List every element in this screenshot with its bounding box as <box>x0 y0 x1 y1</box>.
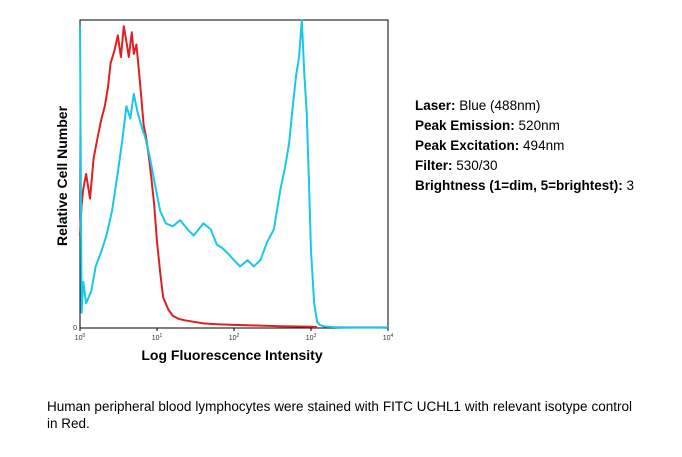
emission-label: Peak Emission: <box>415 118 515 133</box>
x-tick-label-2: 102 <box>229 333 240 342</box>
series-line-1 <box>79 19 388 329</box>
laser-label: Laser: <box>415 98 456 113</box>
excitation-value: 494nm <box>519 138 565 153</box>
y-tick-0: 0 <box>73 325 77 332</box>
x-tick-label-1: 101 <box>152 333 163 342</box>
brightness-value: 3 <box>622 178 635 193</box>
filter-value: 530/30 <box>452 158 498 173</box>
x-axis-label: Log Fluorescence Intensity <box>141 347 322 363</box>
tick-layer: 100 101 102 103 104 <box>75 328 394 342</box>
x-tick-label-4: 104 <box>383 333 394 342</box>
brightness-label: Brightness (1=dim, 5=brightest): <box>415 178 623 193</box>
excitation-label: Peak Excitation: <box>415 138 520 153</box>
x-tick-label-3: 103 <box>306 333 317 342</box>
laser-value: Blue (488nm) <box>455 98 541 113</box>
histogram-chart: 100 101 102 103 104 Relative Cell Number Log… <box>54 19 394 363</box>
series-line-0 <box>79 25 318 329</box>
fluorochrome-info: Laser: Blue (488nm) Peak Emission: 520nm… <box>415 96 634 196</box>
filter-label: Filter: <box>415 158 453 173</box>
emission-row: Peak Emission: 520nm <box>415 116 634 136</box>
y-axis-label: Relative Cell Number <box>54 105 70 246</box>
x-tick-label-0: 100 <box>75 333 86 342</box>
series-layer <box>79 19 388 329</box>
laser-row: Laser: Blue (488nm) <box>415 96 634 116</box>
filter-row: Filter: 530/30 <box>415 156 634 176</box>
excitation-row: Peak Excitation: 494nm <box>415 136 634 156</box>
figure-caption: Human peripheral blood lymphocytes were … <box>47 399 632 431</box>
plot-frame <box>79 19 389 329</box>
brightness-row: Brightness (1=dim, 5=brightest): 3 <box>415 176 634 196</box>
emission-value: 520nm <box>514 118 560 133</box>
